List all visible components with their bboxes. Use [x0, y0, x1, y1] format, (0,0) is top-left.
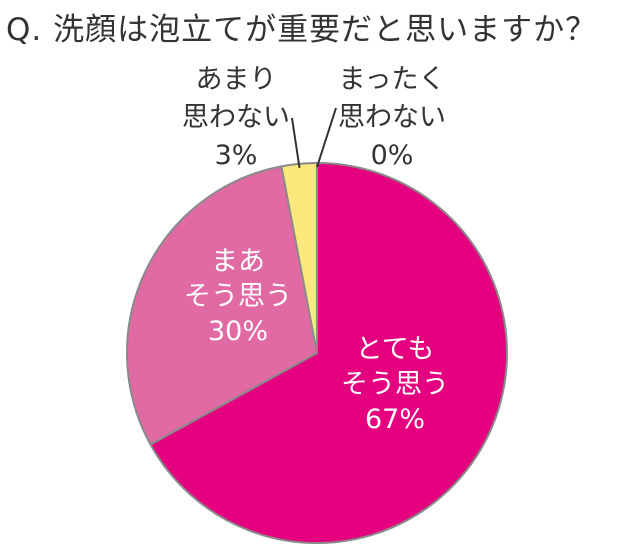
slice-value-label-1: 30%: [208, 316, 268, 347]
slice-label-0-line-0: とても: [356, 334, 435, 365]
slice-label-2-line-0: あまり: [196, 64, 277, 95]
slice-label-1-line-1: そう思う: [184, 281, 292, 312]
slice-label-2-line-1: 思わない: [182, 102, 290, 133]
slice-label-3-line-1: 思わない: [338, 102, 446, 133]
slice-value-label-3: 0%: [371, 140, 414, 171]
leader-line-2: [291, 117, 301, 168]
slice-label-0-line-1: そう思う: [341, 369, 449, 400]
slice-label-3-line-0: まったく: [339, 64, 446, 95]
pie-slice-0: [149, 162, 508, 544]
slice-label-1-line-0: まあ: [211, 246, 265, 277]
chart-title: Q. 洗顔は泡立てが重要だと思いますか？: [6, 12, 598, 48]
leader-line-3: [316, 107, 337, 168]
pie-slice-1: [126, 165, 318, 446]
slice-value-label-0: 67%: [365, 404, 425, 435]
slice-value-label-2: 3%: [215, 140, 258, 171]
